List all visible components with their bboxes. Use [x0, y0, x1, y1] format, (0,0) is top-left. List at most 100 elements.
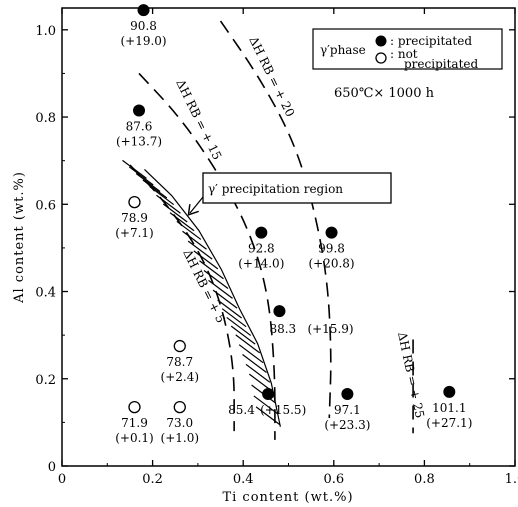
point-label-delta: (+27.1) [426, 416, 472, 430]
curve-0 [129, 164, 235, 432]
hatch-stroke [245, 363, 271, 383]
y-tick-label-3: 0.6 [35, 198, 56, 213]
hatch-edge [144, 168, 281, 427]
data-point-4: 99.8(+20.8) [308, 226, 355, 271]
hatch-stroke [203, 270, 229, 290]
point-label-value: 73.0 [166, 416, 193, 430]
x-tick-label-2: 0.4 [233, 472, 254, 487]
point-marker-precipitated [325, 226, 338, 239]
hatch-stroke [187, 240, 213, 260]
legend: γ′phase : precipitated : not precipitate… [312, 28, 503, 71]
hatch-stroke [217, 299, 242, 319]
point-marker-not-precipitated [173, 339, 186, 353]
region-label-box [202, 172, 392, 204]
point-marker-not-precipitated [128, 400, 141, 414]
legend-not-precipitated-label-2: precipitated [404, 57, 478, 71]
point-label-delta: (+15.5) [260, 403, 306, 417]
point-label-value: 85.4 [228, 403, 255, 417]
point-marker-precipitated [341, 388, 354, 401]
point-label-delta: (+23.3) [324, 418, 370, 432]
precipitation-region-hatching [122, 159, 281, 427]
legend-precipitated-marker [375, 35, 387, 47]
point-marker-precipitated [137, 4, 150, 17]
y-tick-label-2: 0.4 [35, 286, 56, 301]
y-tick-label-4: 0.8 [35, 111, 56, 126]
region-label: γ′ precipitation region [208, 182, 343, 196]
curve-1 [138, 72, 276, 440]
x-tick-label-4: 0.8 [414, 472, 435, 487]
hatch-stroke [221, 308, 247, 328]
hatch-stroke [255, 406, 281, 426]
hatch-stroke [242, 354, 267, 373]
point-label-delta: (+13.7) [116, 135, 162, 149]
x-tick-label-3: 0.6 [323, 472, 344, 487]
point-marker-precipitated [443, 385, 456, 398]
point-marker-not-precipitated [128, 195, 141, 209]
region-callout: γ′ precipitation region [190, 172, 392, 213]
hatch-stroke [235, 334, 261, 354]
legend-not-precipitated-marker [375, 52, 387, 64]
data-point-9: 85.4 (+15.5) [228, 388, 306, 417]
y-tick-label-1: 0.2 [35, 373, 56, 388]
legend-precipitated-label: : precipitated [390, 34, 472, 48]
point-label-value: 99.8 [318, 242, 345, 256]
data-point-2: 78.9(+7.1) [115, 195, 154, 240]
hatch-stroke [238, 344, 264, 364]
point-marker-not-precipitated [173, 400, 186, 414]
point-marker-precipitated [255, 226, 268, 239]
point-label-delta: (+14.0) [238, 257, 284, 271]
hatch-stroke [230, 325, 256, 345]
point-label-value: 88.3 [269, 322, 296, 336]
point-label-value: 92.8 [248, 242, 275, 256]
x-axis-label: Ti content (wt.%) [222, 490, 353, 505]
condition-label: 650℃× 1000 h [334, 86, 435, 101]
y-axis-label: Al content (wt.%) [12, 171, 27, 304]
point-label-value: 78.7 [166, 355, 193, 369]
data-point-3: 92.8(+14.0) [238, 226, 284, 271]
hatch-stroke [199, 260, 224, 280]
data-point-6: 78.7(+2.4) [161, 339, 200, 384]
x-tick-label-5: 1.0 [505, 472, 518, 487]
curve-label-20: ΔH RB = + 20 [246, 34, 297, 119]
data-point-0: 90.8(+19.0) [120, 4, 167, 48]
point-label-value: 78.9 [121, 211, 148, 225]
point-label-value: 90.8 [130, 19, 157, 33]
point-marker-precipitated [262, 388, 275, 401]
point-label-delta: (+1.0) [161, 431, 200, 445]
point-label-value: 97.1 [334, 403, 361, 417]
point-label-delta: (+2.4) [161, 370, 200, 384]
hatch-stroke [182, 230, 207, 250]
hatch-stroke [193, 250, 219, 270]
hatch-stroke [128, 166, 154, 186]
legend-box [312, 28, 503, 70]
hatch-stroke [226, 316, 252, 336]
data-point-1: 87.6(+13.7) [116, 104, 162, 149]
point-label-value: 101.1 [432, 401, 466, 415]
data-point-7: 71.9(+0.1) [115, 400, 154, 445]
curve-label-15: ΔH RB = + 15 [173, 77, 224, 162]
point-label-delta: (+19.0) [120, 34, 166, 48]
point-label-delta: (+20.8) [308, 257, 354, 271]
point-label-value: 87.6 [126, 120, 153, 134]
hatch-stroke [253, 395, 279, 415]
legend-title: γ′phase [320, 43, 366, 57]
point-label-delta: (+15.9) [307, 322, 353, 336]
y-tick-label-0: 0 [48, 460, 56, 475]
x-tick-label-1: 0.2 [142, 472, 163, 487]
data-points: 90.8(+19.0) 87.6(+13.7) 78.9(+7.1) 92.8(+14… [115, 4, 472, 445]
point-label-value: 71.9 [121, 416, 148, 430]
data-point-5: 88.3 (+15.9) [269, 305, 354, 336]
data-point-11: 101.1(+27.1) [426, 385, 472, 430]
axis-ticks: 0 0.2 0.4 0.6 0.8 1.0 0 0.2 0.4 0.6 0.8 1.0 [35, 8, 518, 487]
point-marker-precipitated [133, 104, 146, 117]
x-tick-label-0: 0 [58, 472, 66, 487]
legend-not-precipitated-label-1: : not [390, 47, 418, 61]
hatch-stroke [135, 172, 161, 192]
point-marker-precipitated [273, 305, 286, 318]
region-arrow [190, 196, 204, 213]
curve-label-25: ΔH RB = + 25 [395, 331, 427, 420]
y-tick-label-5: 1.0 [35, 24, 56, 39]
data-point-8: 73.0(+1.0) [161, 400, 200, 445]
point-label-delta: (+7.1) [115, 226, 154, 240]
